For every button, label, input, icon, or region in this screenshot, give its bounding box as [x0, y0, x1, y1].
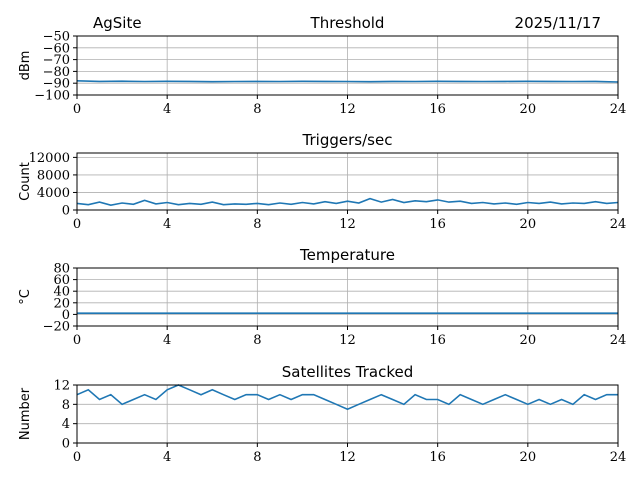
- x-tick-label: 0: [73, 333, 81, 348]
- y-tick-label: 80: [53, 262, 70, 277]
- x-tick-label: 24: [610, 333, 627, 348]
- y-axis-label: °C: [18, 289, 33, 305]
- y-tick-label: 0: [62, 204, 70, 219]
- x-tick-label: 20: [520, 450, 537, 465]
- y-tick-label: 8: [62, 398, 70, 413]
- chart-title: Threshold: [310, 14, 385, 32]
- series-line: [76, 384, 618, 411]
- y-tick-label: −20: [43, 320, 70, 335]
- x-tick-label: 4: [163, 102, 171, 117]
- x-tick-label: 12: [339, 333, 356, 348]
- x-tick-label: 12: [339, 450, 356, 465]
- x-tick-label: 4: [163, 217, 171, 232]
- x-tick-label: 16: [429, 333, 446, 348]
- y-axis-label: dBm: [18, 51, 33, 81]
- y-tick-label: −100: [34, 89, 70, 104]
- x-tick-label: 16: [429, 102, 446, 117]
- date-label: 2025/11/17: [515, 14, 601, 32]
- y-tick-label: 40: [53, 285, 70, 300]
- x-tick-label: 8: [253, 333, 261, 348]
- x-tick-label: 16: [429, 217, 446, 232]
- y-tick-label: 12: [53, 379, 70, 394]
- y-tick-label: 20: [53, 296, 70, 311]
- panel-1: 0 4 8 12 16 20 24 −50−60−70−80−90−100 Threshold d…: [18, 14, 626, 117]
- x-tick-label: 12: [339, 102, 356, 117]
- x-tick-label: 12: [339, 217, 356, 232]
- panel-4: 0 4 8 12 16 20 24 0 4 8 12 Satellites Tracked Number: [18, 363, 626, 465]
- series-line: [76, 80, 619, 83]
- panels: 0 4 8 12 16 20 24 −50−60−70−80−90−100 Threshold d…: [18, 14, 626, 465]
- series-line: [76, 197, 619, 207]
- x-tick-label: 4: [163, 450, 171, 465]
- x-tick-label: 0: [73, 217, 81, 232]
- y-axis-label: Number: [18, 387, 33, 440]
- x-tick-label: 20: [520, 102, 537, 117]
- y-tick-label: −60: [43, 41, 70, 56]
- y-tick-label: 0: [62, 437, 70, 452]
- x-tick-label: 20: [520, 217, 537, 232]
- x-tick-label: 24: [610, 217, 627, 232]
- x-tick-label: 0: [73, 450, 81, 465]
- x-tick-label: 24: [610, 450, 627, 465]
- y-tick-label: −80: [43, 65, 70, 80]
- chart-title: Satellites Tracked: [282, 363, 413, 381]
- y-tick-label: 0: [62, 308, 70, 323]
- x-tick-label: 8: [253, 102, 261, 117]
- x-tick-label: 8: [253, 450, 261, 465]
- y-tick-label: 12000: [29, 151, 70, 166]
- y-tick-label: 4000: [37, 186, 70, 201]
- site-label: AgSite: [93, 14, 142, 32]
- chart-title: Triggers/sec: [302, 131, 393, 149]
- x-tick-label: 0: [73, 102, 81, 117]
- y-axis-label: Count: [18, 162, 33, 201]
- y-tick-label: −50: [43, 30, 70, 45]
- x-tick-label: 20: [520, 333, 537, 348]
- y-tick-label: 8000: [37, 168, 70, 183]
- panel-2: 0 4 8 12 16 20 24 0 4000 8000 12000 Triggers/sec Cou…: [18, 131, 626, 232]
- x-tick-label: 24: [610, 102, 627, 117]
- chart-title: Temperature: [299, 246, 395, 264]
- x-tick-label: 8: [253, 217, 261, 232]
- y-tick-label: −70: [43, 53, 70, 68]
- y-tick-label: 60: [53, 273, 70, 288]
- x-tick-label: 4: [163, 333, 171, 348]
- y-tick-label: 4: [62, 417, 70, 432]
- y-tick-label: −90: [43, 77, 70, 92]
- x-tick-label: 16: [429, 450, 446, 465]
